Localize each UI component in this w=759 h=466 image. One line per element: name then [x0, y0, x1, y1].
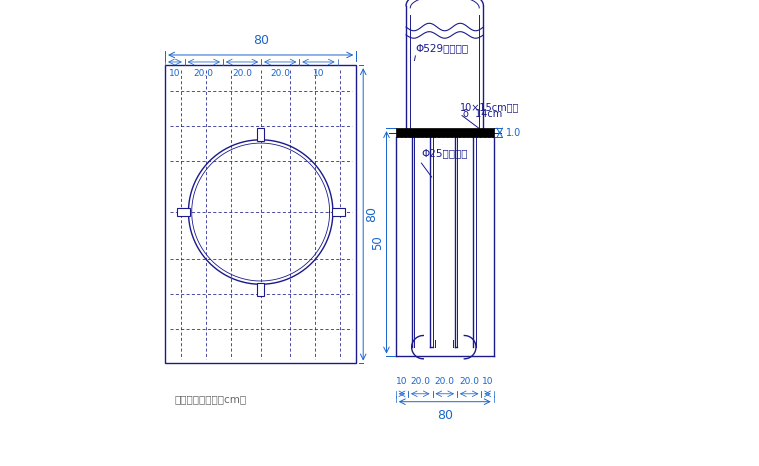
Text: Φ25地脚螺栓: Φ25地脚螺栓: [421, 149, 468, 158]
Text: 20.0: 20.0: [459, 377, 479, 386]
Text: 10×15cm钢板: 10×15cm钢板: [460, 102, 519, 112]
Text: 50: 50: [370, 235, 383, 250]
Bar: [177, 208, 190, 216]
Text: 20.0: 20.0: [435, 377, 455, 386]
Text: 20.0: 20.0: [411, 377, 430, 386]
Text: 注：图中尺寸均以cm计: 注：图中尺寸均以cm计: [175, 394, 247, 404]
Text: 10: 10: [313, 69, 324, 78]
Text: δ  14cm: δ 14cm: [464, 110, 502, 119]
Text: 10: 10: [169, 69, 181, 78]
Bar: [257, 128, 264, 141]
Text: 10: 10: [482, 377, 493, 386]
Text: 10: 10: [396, 377, 408, 386]
Text: Φ529螺旋钢管: Φ529螺旋钢管: [415, 44, 468, 54]
Text: 80: 80: [365, 206, 378, 222]
Text: 1.0: 1.0: [506, 128, 521, 138]
Bar: [332, 208, 345, 216]
Bar: [165, 65, 356, 363]
Text: 20.0: 20.0: [194, 69, 214, 78]
Text: 20.0: 20.0: [232, 69, 252, 78]
Text: 80: 80: [253, 34, 269, 47]
Text: 80: 80: [436, 409, 452, 422]
Bar: [257, 283, 264, 296]
Text: 20.0: 20.0: [270, 69, 290, 78]
Bar: [395, 128, 493, 137]
